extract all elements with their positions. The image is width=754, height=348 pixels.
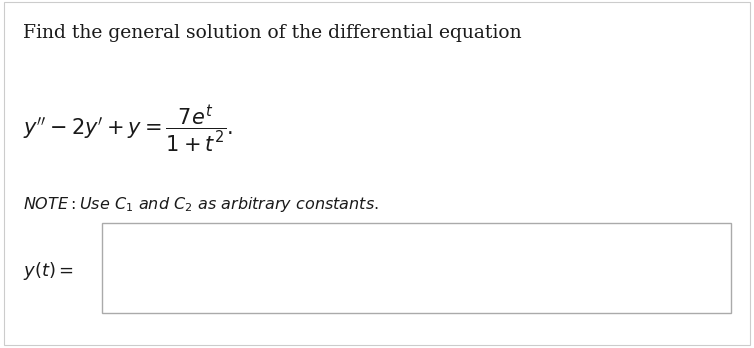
Text: $y'' - 2y' + y = \dfrac{7e^t}{1+t^2}.$: $y'' - 2y' + y = \dfrac{7e^t}{1+t^2}.$ xyxy=(23,104,233,156)
FancyBboxPatch shape xyxy=(102,223,731,313)
Text: $y(t) =$: $y(t) =$ xyxy=(23,260,73,283)
Text: Find the general solution of the differential equation: Find the general solution of the differe… xyxy=(23,24,521,42)
Text: $\mathit{NOTE: Use\ C_1\ and\ C_2\ as\ arbitrary\ constants.}$: $\mathit{NOTE: Use\ C_1\ and\ C_2\ as\ a… xyxy=(23,195,379,214)
